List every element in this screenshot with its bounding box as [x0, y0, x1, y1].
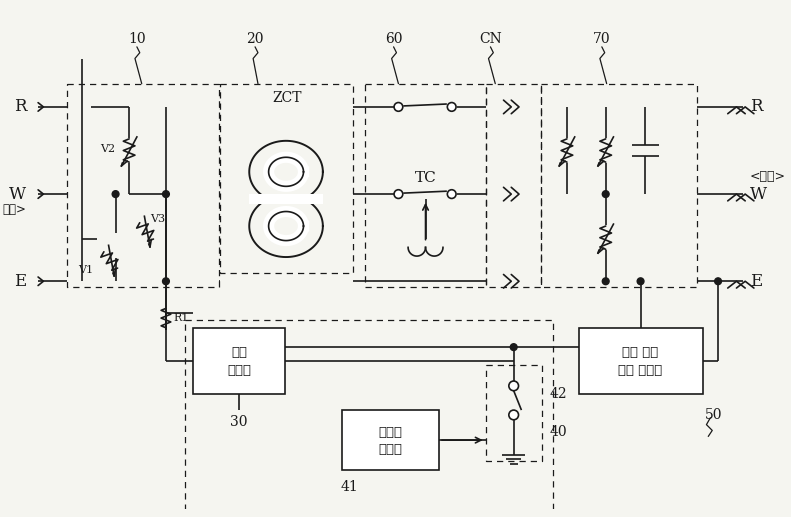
Text: W: W	[750, 186, 767, 203]
Text: R1: R1	[174, 313, 189, 323]
Circle shape	[112, 191, 119, 197]
Text: E: E	[14, 273, 26, 290]
Bar	[541, 84, 697, 287]
Bar	[249, 194, 323, 204]
Circle shape	[602, 191, 609, 197]
Text: 회로부: 회로부	[379, 443, 403, 457]
Circle shape	[394, 190, 403, 199]
Circle shape	[510, 344, 517, 351]
Text: R: R	[750, 98, 763, 115]
Bar	[220, 84, 353, 272]
Circle shape	[715, 278, 721, 285]
Text: 회로부: 회로부	[227, 364, 251, 377]
Circle shape	[448, 190, 456, 199]
Text: 지연: 지연	[231, 346, 247, 359]
Text: 10: 10	[128, 32, 146, 46]
Text: 20: 20	[246, 32, 264, 46]
Circle shape	[509, 410, 519, 420]
Text: R: R	[14, 98, 26, 115]
Text: 30: 30	[230, 415, 248, 429]
Circle shape	[163, 278, 169, 285]
Text: TC: TC	[414, 171, 437, 185]
Circle shape	[394, 102, 403, 111]
Text: 50: 50	[705, 408, 722, 422]
Text: E: E	[750, 273, 763, 290]
Text: 차단 제어부: 차단 제어부	[619, 364, 663, 377]
Bar	[486, 84, 541, 287]
Circle shape	[163, 191, 169, 197]
Circle shape	[638, 278, 644, 285]
Circle shape	[509, 381, 519, 391]
Text: 60: 60	[385, 32, 403, 46]
Text: V1: V1	[78, 265, 93, 275]
Bar	[486, 364, 542, 462]
Bar	[193, 328, 285, 393]
Bar	[343, 410, 439, 470]
Bar	[365, 84, 486, 287]
Text: 40: 40	[550, 425, 567, 439]
Text: 70: 70	[593, 32, 611, 46]
Circle shape	[602, 278, 609, 285]
Text: <부하>: <부하>	[750, 170, 786, 183]
Text: 누설 전류: 누설 전류	[623, 346, 659, 359]
Text: V2: V2	[100, 144, 115, 154]
Text: 41: 41	[340, 480, 358, 494]
Text: V3: V3	[150, 214, 165, 224]
Circle shape	[448, 102, 456, 111]
Bar	[185, 320, 554, 514]
Text: 42: 42	[550, 387, 567, 401]
Text: 충방전: 충방전	[379, 426, 403, 439]
Bar	[578, 328, 702, 393]
Text: CN: CN	[479, 32, 501, 46]
Text: ZCT: ZCT	[272, 92, 302, 105]
Bar	[67, 84, 219, 287]
Text: W: W	[9, 186, 26, 203]
Text: 입력>: 입력>	[2, 203, 26, 216]
